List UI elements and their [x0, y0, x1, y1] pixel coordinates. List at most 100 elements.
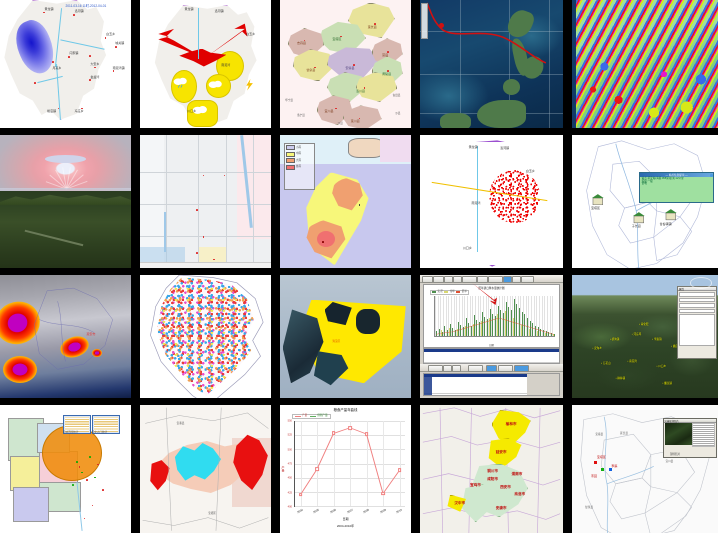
photo-popup-dialog[interactable]: 灾害现场照片 现场照片 [662, 417, 718, 459]
poi-marker[interactable] [196, 252, 198, 254]
poi-marker[interactable] [202, 236, 205, 238]
panel-station-popup-map[interactable]: 宝塔区 子长县 甘谷驿镇 — 站点信息提示 — 站点:延安站/海拔:958米/距… [572, 135, 718, 268]
station-icon[interactable] [633, 212, 645, 224]
city-marker[interactable] [358, 204, 361, 206]
station-marker[interactable] [104, 37, 107, 39]
table-row[interactable] [424, 359, 559, 364]
panel-statistics-application-window[interactable]: 历年逐日降水量统计图 实况 常年 距平 日期 [420, 275, 563, 398]
poi-marker[interactable] [213, 258, 215, 261]
station-marker[interactable] [43, 11, 45, 14]
toolbar-button-refresh[interactable] [477, 276, 488, 283]
navigation-compass-icon[interactable] [689, 277, 713, 290]
dialog-field[interactable] [679, 303, 715, 308]
station-marker[interactable] [115, 46, 117, 48]
panel-road-network-basemap[interactable] [140, 135, 271, 268]
panel-impact-buffer-zone-map[interactable]: 影响范围统计 受灾人口统计 [0, 405, 131, 533]
summary-table[interactable] [423, 348, 560, 364]
toolbar[interactable] [420, 275, 563, 283]
attribute-dialog[interactable]: 属性 [677, 286, 717, 360]
dialog-field[interactable] [679, 297, 715, 303]
station-marker[interactable] [68, 56, 70, 58]
panel-hazard-risk-zoning-map[interactable]: 安塞县 宝塔区 [140, 405, 271, 533]
city-marker[interactable] [321, 241, 324, 243]
city-marker[interactable] [353, 64, 355, 66]
city-marker[interactable] [340, 35, 342, 38]
toolbar-button-more[interactable] [521, 276, 534, 283]
row-selector-column[interactable] [424, 374, 432, 395]
city-marker[interactable] [314, 66, 316, 69]
toolbar-button-print[interactable] [453, 276, 462, 283]
event-marker[interactable] [601, 467, 605, 471]
station-marker[interactable] [112, 70, 115, 72]
callout-box[interactable] [62, 415, 92, 434]
warning-area-polygon[interactable] [187, 99, 218, 128]
event-marker[interactable] [608, 467, 612, 471]
impact-buffer-circle[interactable] [41, 425, 102, 482]
bar-chart[interactable]: 历年逐日降水量统计图 实况 常年 距平 日期 [423, 283, 560, 348]
city-marker[interactable] [303, 39, 306, 42]
dialog-list[interactable] [679, 314, 715, 347]
city-marker[interactable] [387, 51, 389, 53]
callout-box[interactable] [91, 415, 120, 434]
table-button-query[interactable] [428, 365, 443, 372]
station-marker[interactable] [57, 107, 60, 110]
poi-marker[interactable] [202, 174, 205, 177]
map-toolbar[interactable] [421, 2, 429, 39]
data-point[interactable] [364, 432, 369, 436]
event-marker[interactable] [593, 461, 597, 465]
station-info-popup[interactable]: — 站点信息提示 — 站点:延安站/海拔:958米/距离:12公里 等级:一级 … [639, 172, 715, 204]
data-point[interactable] [397, 468, 402, 473]
toolbar-button-help[interactable] [503, 276, 512, 283]
panel-automatic-station-observation-map[interactable] [140, 275, 271, 398]
panel-flood-inundation-3d-model[interactable]: 淹没区 [280, 275, 411, 398]
close-icon[interactable] [709, 173, 713, 177]
city-marker[interactable] [387, 70, 389, 72]
panel-rainfall-plume-map[interactable]: 黄龙镇 洛河镇 白玉乡 城关镇 闫家镇 月亮乡 大安乡 南泥湾镇 金盆湾 姚店镇… [0, 0, 131, 128]
toolbar-button-export[interactable] [444, 276, 453, 283]
table-button-next[interactable] [452, 365, 461, 372]
panel-lightning-density-map[interactable]: 黄龙镇 洛河镇 白玉乡 南泥湾 川口乡 [420, 135, 563, 268]
dialog-field[interactable] [679, 292, 715, 297]
station-marker[interactable] [94, 66, 96, 69]
table-button-save[interactable] [486, 365, 497, 372]
photo-metadata-list[interactable] [692, 422, 716, 447]
data-point[interactable] [381, 491, 385, 496]
table-row[interactable] [424, 393, 559, 395]
station-marker[interactable] [52, 61, 54, 64]
toolbar-button-close[interactable] [512, 276, 521, 283]
city-marker[interactable] [363, 87, 366, 89]
panel-shaanxi-province-city-map[interactable]: 榆林市 延安市 铜川市 咸阳市 渭南市 宝鸡市 西安市 商洛市 汉中市 安康市 [420, 405, 563, 533]
toolbar-button-settings[interactable] [462, 276, 477, 283]
panel-typhoon-track-map[interactable] [420, 0, 563, 128]
table-button-close[interactable] [514, 365, 529, 372]
station-icon[interactable] [592, 193, 605, 206]
detail-table[interactable] [423, 373, 560, 396]
table-button-print[interactable] [498, 365, 513, 372]
table-toolbar[interactable] [420, 364, 563, 372]
dialog-field[interactable] [679, 308, 715, 314]
station-marker[interactable] [73, 14, 75, 16]
panel-landcover-classification-raster[interactable] [572, 0, 718, 128]
toolbar-button-stats[interactable] [433, 276, 444, 283]
typhoon-center-marker[interactable] [438, 23, 444, 29]
panel-county-administrative-choropleth[interactable]: 延长县 宝塔区 志丹县 甘泉县 安塞县 富县 黄陵县 洛川县 宜川县 延川县 华… [280, 0, 411, 128]
panel-terrain-3d-sunset-view[interactable] [0, 135, 131, 268]
toolbar-button-query[interactable] [422, 276, 433, 283]
poi-marker[interactable] [223, 174, 226, 177]
warning-area-polygon[interactable] [171, 70, 198, 104]
data-point[interactable] [315, 467, 319, 472]
data-point[interactable] [348, 425, 352, 430]
data-point[interactable] [331, 431, 336, 436]
city-marker[interactable] [374, 23, 376, 25]
city-marker[interactable] [358, 117, 361, 120]
table-button-prev[interactable] [443, 365, 452, 372]
station-marker[interactable] [81, 107, 83, 110]
poi-marker[interactable] [196, 209, 198, 212]
data-point[interactable] [298, 492, 303, 497]
station-marker[interactable] [89, 79, 91, 81]
toolbar-button-filter[interactable] [488, 276, 503, 283]
station-marker[interactable] [89, 55, 91, 57]
field-photo[interactable] [664, 422, 694, 445]
panel-field-photo-popup-map[interactable]: 宝塔区 枣园 李渠 安塞县 延长县 宜川县 甘泉县 灾害现场照片 现场照片 [572, 405, 718, 533]
city-marker[interactable] [335, 107, 337, 110]
